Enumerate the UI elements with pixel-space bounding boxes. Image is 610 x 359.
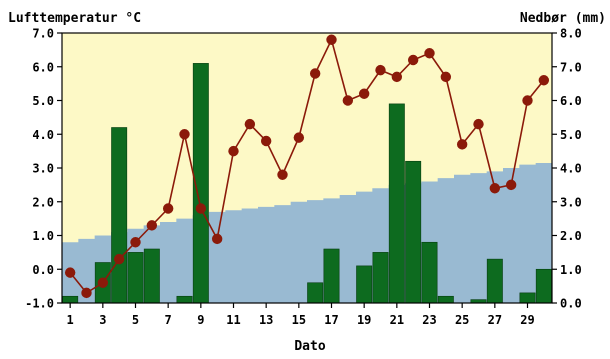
precipitation-bar-day-20 [372, 252, 389, 304]
precipitation-bar-day-8 [176, 295, 193, 304]
precipitation-bar-day-4 [111, 127, 128, 304]
temperature-point-day-9 [195, 203, 207, 214]
precipitation-bar-day-30 [535, 268, 552, 304]
temperature-point-day-8 [179, 129, 190, 140]
x-tick-label: 13 [259, 313, 273, 327]
temperature-point-day-19 [358, 88, 370, 99]
temperature-point-day-15 [293, 132, 305, 143]
left-tick-label: 7.0 [32, 27, 54, 41]
right-axis-title: Nedbør (mm) [520, 11, 606, 26]
x-tick-label: 23 [422, 313, 436, 327]
x-tick-label: 7 [165, 313, 172, 327]
temperature-point-day-26 [473, 118, 484, 130]
precipitation-bar-day-21 [388, 103, 405, 304]
x-tick-label: 17 [324, 313, 338, 327]
temperature-point-day-17 [326, 34, 337, 45]
left-tick-label: 5.0 [32, 94, 54, 108]
precipitation-bar-day-22 [405, 160, 422, 304]
x-tick-label: 3 [99, 313, 106, 327]
left-tick-label: 1.0 [32, 229, 54, 243]
temperature-point-day-11 [228, 145, 239, 157]
temperature-point-day-1 [64, 267, 76, 278]
temperature-point-day-18 [342, 95, 354, 106]
left-tick-label: 0.0 [32, 263, 54, 277]
temperature-point-day-6 [146, 220, 158, 231]
right-tick-label: 4.0 [560, 162, 582, 176]
right-tick-label: 8.0 [560, 27, 582, 41]
x-tick-label: 25 [455, 313, 469, 327]
right-tick-label: 3.0 [560, 195, 582, 209]
left-tick-label: 2.0 [32, 195, 54, 209]
left-axis-title: Lufttemperatur °C [8, 11, 141, 26]
precipitation-bar-day-5 [127, 252, 144, 304]
precipitation-bar-day-23 [421, 241, 438, 304]
temperature-point-day-7 [162, 203, 174, 214]
right-tick-label: 2.0 [560, 229, 582, 243]
x-tick-label: 11 [226, 313, 240, 327]
precipitation-bar-day-16 [307, 282, 324, 304]
x-axis-title: Dato [294, 339, 325, 354]
left-tick-label: -1.0 [25, 297, 54, 311]
temperature-point-day-3 [97, 277, 109, 288]
temperature-point-day-28 [505, 179, 517, 191]
temperature-point-day-24 [440, 71, 452, 83]
temperature-point-day-29 [522, 95, 533, 106]
temperature-point-day-13 [260, 135, 272, 147]
temperature-point-day-4 [113, 253, 125, 265]
x-tick-label: 15 [292, 313, 306, 327]
precipitation-bar-day-19 [356, 265, 373, 304]
right-tick-label: 6.0 [560, 94, 582, 108]
temperature-point-day-23 [424, 48, 435, 59]
temperature-point-day-30 [538, 75, 550, 86]
x-tick-label: 1 [67, 313, 74, 327]
temperature-point-day-12 [244, 118, 256, 130]
precipitation-bar-day-29 [519, 292, 536, 304]
temperature-point-day-14 [277, 169, 288, 180]
right-tick-label: 7.0 [560, 60, 582, 74]
x-tick-label: 19 [357, 313, 371, 327]
temperature-point-day-5 [130, 237, 141, 248]
x-tick-label: 9 [197, 313, 204, 327]
left-tick-label: 4.0 [32, 128, 54, 142]
right-tick-label: 5.0 [560, 128, 582, 142]
precipitation-bar-day-27 [486, 258, 503, 304]
precipitation-bar-day-17 [323, 248, 340, 304]
precipitation-bar-day-1 [62, 295, 79, 304]
temperature-point-day-22 [407, 54, 419, 66]
x-tick-label: 29 [520, 313, 534, 327]
x-tick-label: 21 [390, 313, 404, 327]
right-tick-label: 1.0 [560, 263, 582, 277]
temperature-point-day-20 [375, 64, 386, 76]
temperature-point-day-10 [211, 233, 223, 245]
temperature-point-day-21 [391, 71, 403, 83]
x-tick-label: 27 [488, 313, 502, 327]
precipitation-bar-day-24 [437, 295, 454, 304]
temperature-point-day-27 [489, 183, 501, 194]
left-tick-label: 3.0 [32, 162, 54, 176]
temperature-point-day-16 [309, 68, 321, 79]
temperature-point-day-2 [81, 287, 92, 299]
temperature-point-day-25 [456, 139, 468, 150]
precipitation-bar-day-6 [143, 248, 160, 304]
right-tick-label: 0.0 [560, 297, 582, 311]
x-tick-label: 5 [132, 313, 139, 327]
left-tick-label: 6.0 [32, 60, 54, 74]
